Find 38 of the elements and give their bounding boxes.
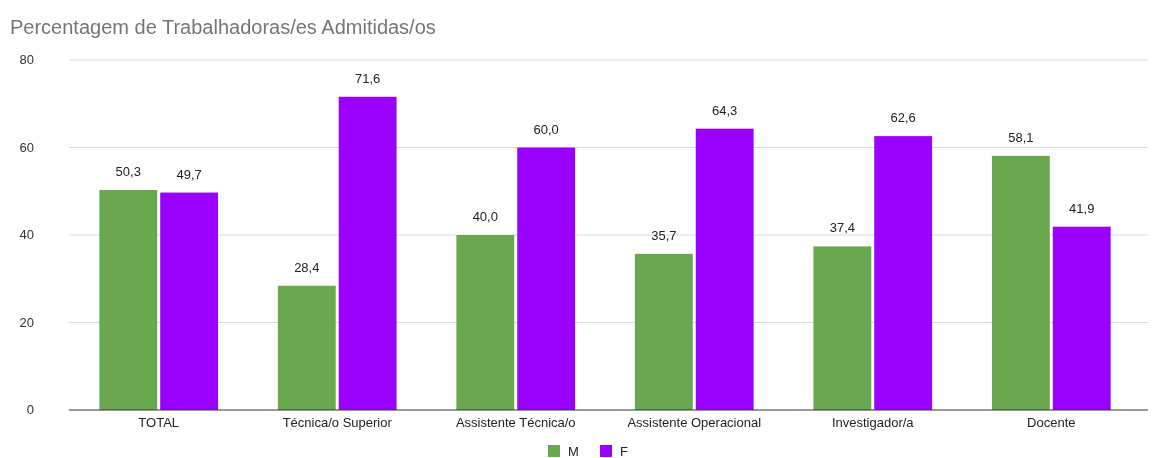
data-label: 58,1 bbox=[1008, 129, 1034, 145]
y-tick-label: 80 bbox=[19, 52, 34, 67]
bar bbox=[277, 285, 336, 410]
x-tick-label: Técnica/o Superior bbox=[282, 415, 393, 430]
y-tick-label: 0 bbox=[26, 402, 34, 417]
data-label: 71,6 bbox=[355, 70, 381, 86]
x-tick-label: Investigador/a bbox=[831, 415, 915, 430]
data-label: 62,6 bbox=[890, 110, 916, 126]
data-label: 64,3 bbox=[712, 102, 738, 118]
bar bbox=[695, 128, 754, 410]
data-label: 28,4 bbox=[294, 259, 320, 275]
bar bbox=[991, 155, 1050, 410]
data-label: 40,0 bbox=[472, 209, 498, 224]
bar bbox=[160, 192, 219, 410]
bar bbox=[813, 246, 872, 410]
bar bbox=[634, 253, 693, 410]
data-label: 50,3 bbox=[115, 163, 141, 179]
data-label: 49,7 bbox=[176, 166, 202, 182]
bar bbox=[874, 136, 933, 410]
bar bbox=[456, 235, 515, 410]
data-label: 35,7 bbox=[651, 227, 677, 243]
data-label: 37,4 bbox=[829, 220, 855, 236]
x-tick-label: Assistente Operacional bbox=[627, 415, 762, 430]
y-tick-label: 20 bbox=[19, 314, 34, 330]
bar bbox=[1052, 226, 1111, 410]
x-tick-label: Docente bbox=[1027, 415, 1076, 430]
chart-title: Percentagem de Trabalhadoras/es Admitidas/os bbox=[10, 16, 436, 38]
bar bbox=[99, 189, 158, 410]
data-label: 60,0 bbox=[533, 121, 559, 137]
y-tick-label: 40 bbox=[19, 227, 34, 242]
data-label: 41,9 bbox=[1069, 200, 1095, 216]
y-tick-label: 60 bbox=[19, 139, 34, 155]
x-tick-label: TOTAL bbox=[138, 415, 180, 430]
legend-label: F bbox=[620, 444, 628, 458]
legend-label: M bbox=[568, 444, 579, 458]
bar bbox=[338, 96, 397, 410]
bar bbox=[517, 147, 576, 410]
x-tick-label: Assistente Técnica/o bbox=[455, 415, 576, 430]
